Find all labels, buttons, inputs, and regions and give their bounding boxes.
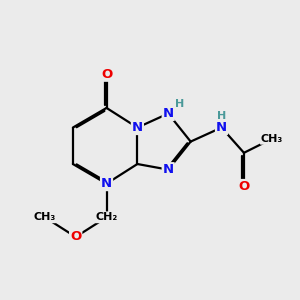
Text: O: O xyxy=(238,180,250,193)
Text: N: N xyxy=(101,177,112,190)
Text: N: N xyxy=(163,107,174,120)
Text: N: N xyxy=(216,121,227,134)
Text: H: H xyxy=(176,99,184,109)
Text: O: O xyxy=(70,230,81,243)
Text: CH₂: CH₂ xyxy=(95,212,118,222)
Text: N: N xyxy=(163,163,174,176)
Text: H: H xyxy=(217,111,226,121)
Text: N: N xyxy=(132,121,143,134)
Text: O: O xyxy=(101,68,112,81)
Text: CH₃: CH₃ xyxy=(261,134,283,144)
Text: CH₃: CH₃ xyxy=(34,212,56,222)
